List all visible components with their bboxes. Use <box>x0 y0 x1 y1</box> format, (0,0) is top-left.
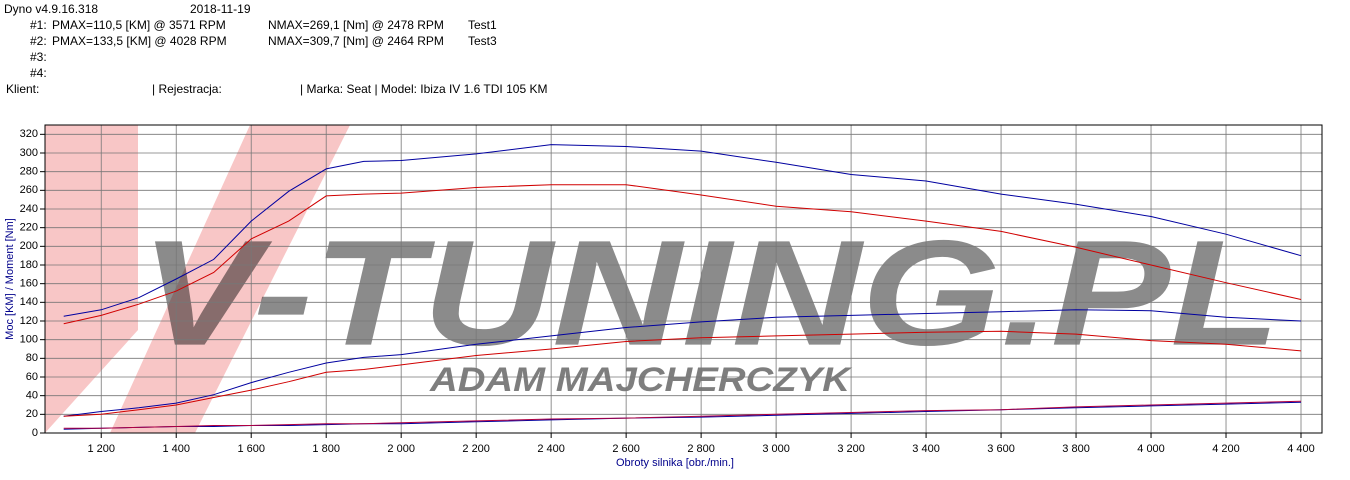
x-tick-label: 4 400 <box>1287 443 1315 455</box>
run-id: #2: <box>30 34 47 48</box>
x-tick-label: 3 600 <box>987 443 1015 455</box>
y-tick-label: 40 <box>26 390 38 402</box>
run-id: #4: <box>30 66 47 80</box>
x-tick-label: 2 200 <box>462 443 490 455</box>
registration: | Rejestracja: <box>152 82 222 96</box>
x-tick-label: 1 400 <box>162 443 190 455</box>
report-date: 2018-11-19 <box>190 2 251 16</box>
run-pmax: PMAX=133,5 [KM] @ 4028 RPM <box>52 34 227 48</box>
y-tick-label: 320 <box>20 128 38 140</box>
x-tick-label: 4 000 <box>1137 443 1165 455</box>
x-tick-label: 1 600 <box>237 443 265 455</box>
client: Klient: <box>6 82 39 96</box>
y-tick-label: 140 <box>20 296 38 308</box>
x-tick-label: 2 800 <box>687 443 715 455</box>
x-tick-label: 1 200 <box>87 443 115 455</box>
vehicle: | Marka: Seat | Model: Ibiza IV 1.6 TDI … <box>300 82 547 96</box>
run-name: Test1 <box>468 18 497 32</box>
y-axis-title: Moc [KM] / Moment [Nm] <box>4 218 16 340</box>
x-tick-label: 3 200 <box>837 443 865 455</box>
plot-border <box>44 124 1323 434</box>
x-tick-label: 3 400 <box>912 443 940 455</box>
y-tick-label: 300 <box>20 147 38 159</box>
y-tick-label: 280 <box>20 166 38 178</box>
y-tick-label: 20 <box>26 408 38 420</box>
y-tick-label: 0 <box>32 427 38 439</box>
data-line <box>63 400 1302 429</box>
run-name: Test3 <box>468 34 497 48</box>
data-line <box>63 330 1302 417</box>
y-tick-label: 120 <box>20 315 38 327</box>
run-id: #3: <box>30 50 47 64</box>
watermark: V-TUNING.PL <box>140 209 1280 377</box>
y-tick-label: 240 <box>20 203 38 215</box>
x-tick-label: 2 600 <box>612 443 640 455</box>
plot: V-TUNING.PL ADAM MAJCHERCZYK <box>44 124 1323 434</box>
x-tick-label: 3 000 <box>762 443 790 455</box>
data-line <box>63 309 1302 417</box>
y-tick-label: 180 <box>20 259 38 271</box>
watermark-shape <box>45 125 138 433</box>
watermark-sub: ADAM MAJCHERCZYK <box>429 361 853 399</box>
x-tick-label: 2 400 <box>537 443 565 455</box>
run-pmax: PMAX=110,5 [KM] @ 3571 RPM <box>52 18 226 32</box>
plot-area <box>45 125 1322 433</box>
y-tick-label: 260 <box>20 184 38 196</box>
y-tick-label: 60 <box>26 371 38 383</box>
watermark-shape <box>110 125 350 433</box>
y-tick-label: 220 <box>20 222 38 234</box>
data-line <box>63 144 1302 317</box>
y-tick-label: 200 <box>20 240 38 252</box>
y-tick-label: 160 <box>20 278 38 290</box>
run-nmax: NMAX=269,1 [Nm] @ 2478 RPM <box>268 18 444 32</box>
y-tick-label: 100 <box>20 334 38 346</box>
x-tick-label: 1 800 <box>312 443 340 455</box>
run-id: #1: <box>30 18 47 32</box>
x-tick-label: 4 200 <box>1212 443 1240 455</box>
y-tick-label: 80 <box>26 352 38 364</box>
x-tick-label: 3 800 <box>1062 443 1090 455</box>
x-axis-title: Obroty silnika [obr./min.] <box>616 457 734 469</box>
run-nmax: NMAX=309,7 [Nm] @ 2464 RPM <box>268 34 444 48</box>
program-version: Dyno v4.9.16.318 <box>4 2 98 16</box>
data-line <box>63 184 1302 325</box>
x-tick-label: 2 000 <box>387 443 415 455</box>
